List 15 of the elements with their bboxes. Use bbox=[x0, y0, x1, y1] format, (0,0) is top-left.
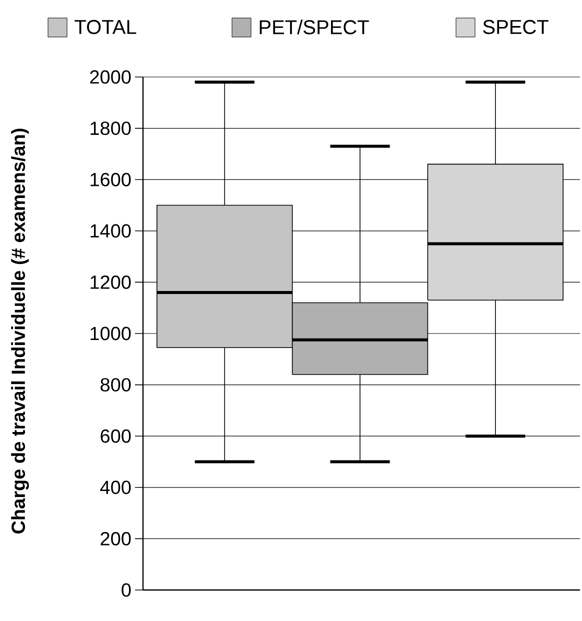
y-tick-label: 1200 bbox=[90, 275, 131, 289]
y-tick-label: 1600 bbox=[90, 172, 131, 186]
y-tick-label: 1800 bbox=[90, 122, 131, 136]
y-tick-label: 400 bbox=[100, 480, 131, 494]
y-tick-label: 2000 bbox=[90, 70, 131, 84]
legend-label: SPECT bbox=[483, 20, 548, 34]
y-tick-label: 1000 bbox=[90, 326, 131, 340]
y-tick-label: 800 bbox=[100, 378, 131, 392]
y-axis-title: Charge de travail Individuelle (# examens/an) bbox=[11, 128, 29, 534]
y-tick-label: 1400 bbox=[90, 224, 131, 238]
y-tick-label: 200 bbox=[100, 532, 131, 546]
legend-label: TOTAL bbox=[74, 20, 136, 34]
y-tick-label: 600 bbox=[100, 429, 131, 443]
legend-label: PET/SPECT bbox=[260, 20, 369, 34]
y-tick-label: 0 bbox=[122, 583, 131, 597]
